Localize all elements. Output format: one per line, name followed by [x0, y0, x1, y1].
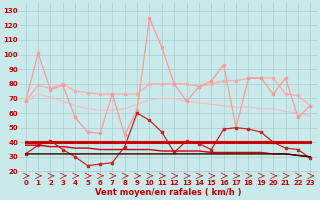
X-axis label: Vent moyen/en rafales ( km/h ): Vent moyen/en rafales ( km/h ) [95, 188, 241, 197]
